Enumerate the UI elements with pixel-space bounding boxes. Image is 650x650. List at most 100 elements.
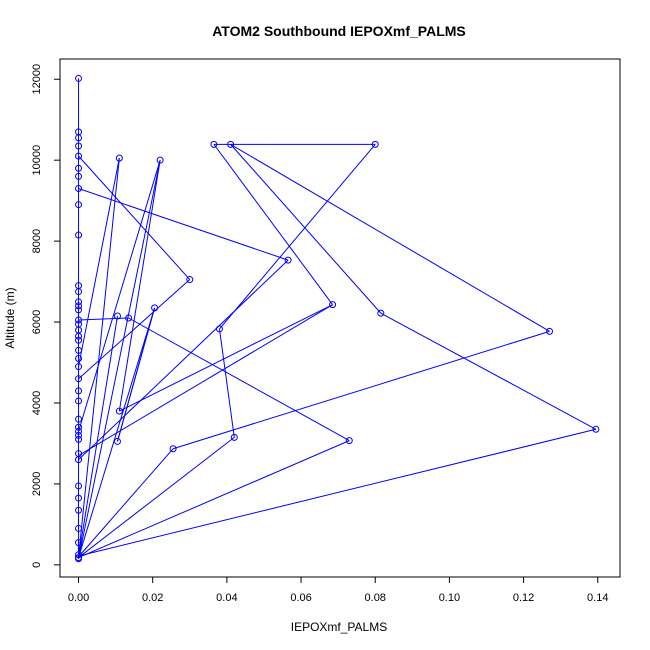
data-point — [75, 387, 83, 395]
data-point — [75, 302, 83, 310]
data-point — [75, 185, 83, 192]
data-point — [75, 555, 83, 563]
data-point — [75, 427, 83, 435]
data-point — [75, 551, 83, 559]
series-line-segment — [78, 158, 120, 367]
data-point — [75, 482, 83, 490]
data-point — [75, 539, 83, 547]
y-tick-label: 0 — [31, 562, 43, 568]
y-tick-label: 8000 — [31, 229, 43, 253]
data-point — [75, 397, 83, 405]
series-lines — [78, 78, 597, 559]
data-point — [169, 445, 177, 453]
series-line-segment — [219, 144, 376, 330]
data-point — [75, 431, 83, 439]
data-point — [125, 314, 133, 322]
data-point — [592, 425, 600, 433]
x-tick-label: 0.12 — [513, 592, 534, 604]
data-point — [113, 437, 121, 445]
data-point — [75, 134, 83, 142]
data-point — [371, 140, 379, 148]
x-tick-label: 0.08 — [365, 592, 386, 604]
data-point — [75, 435, 83, 443]
series-line-segment — [78, 160, 161, 559]
series-line-segment — [119, 304, 333, 412]
series-line-segment — [78, 155, 191, 280]
series-line-segment — [118, 160, 161, 412]
series-line-segment — [230, 144, 382, 314]
x-tick-label: 0.10 — [439, 592, 460, 604]
chart-title: ATOM2 Southbound IEPOXmf_PALMS — [212, 23, 466, 39]
data-point — [75, 74, 83, 82]
data-point — [284, 256, 292, 264]
y-tick-label: 10000 — [31, 145, 43, 176]
series-points — [75, 74, 600, 563]
data-point — [75, 332, 83, 340]
data-point — [156, 156, 164, 164]
data-point — [115, 154, 123, 162]
data-point — [75, 354, 83, 362]
y-tick-label: 4000 — [31, 391, 43, 415]
series-line-segment — [172, 330, 550, 450]
series-line-segment — [78, 279, 191, 380]
data-point — [75, 172, 83, 180]
series-line-segment — [78, 160, 161, 432]
data-point — [210, 140, 218, 148]
x-tick-label: 0.04 — [216, 592, 237, 604]
data-point — [75, 316, 83, 324]
series-line-segment — [218, 328, 235, 438]
series-line-segment — [230, 143, 550, 332]
y-axis: 0 2000 4000 6000 8000 10000 12000 — [31, 64, 61, 568]
data-point — [75, 456, 83, 464]
series-line-segment — [380, 312, 597, 430]
series-line-segment — [78, 436, 235, 558]
data-point — [75, 336, 83, 344]
data-point — [75, 164, 83, 172]
data-point — [75, 298, 83, 306]
data-point — [377, 309, 385, 317]
x-tick-label: 0.00 — [68, 592, 89, 604]
series-line-segment — [128, 317, 350, 442]
data-point — [227, 140, 235, 148]
x-axis-label: IEPOXmf_PALMS — [291, 620, 387, 634]
data-point — [215, 325, 223, 333]
data-point — [75, 346, 83, 354]
y-axis-label: Altitude (m) — [3, 287, 17, 348]
y-tick-label: 2000 — [31, 472, 43, 496]
series-line-segment — [78, 317, 129, 321]
data-point — [75, 152, 83, 160]
data-point — [75, 142, 83, 150]
data-point — [113, 312, 121, 320]
y-tick-label: 12000 — [31, 64, 43, 95]
x-tick-label: 0.06 — [290, 592, 311, 604]
data-point — [75, 415, 83, 423]
x-tick-label: 0.02 — [142, 592, 163, 604]
series-line-segment — [78, 448, 174, 558]
data-point — [75, 363, 83, 371]
series-line-segment — [78, 307, 156, 558]
x-axis: 0.00 0.02 0.04 0.06 0.08 0.10 0.12 0.14 — [68, 576, 608, 604]
y-tick-label: 6000 — [31, 310, 43, 334]
data-point — [75, 201, 83, 209]
series-line-segment — [78, 158, 120, 557]
x-tick-label: 0.14 — [587, 592, 608, 604]
data-point — [75, 506, 83, 514]
data-point — [230, 433, 238, 441]
data-point — [186, 276, 194, 284]
series-line-segment — [78, 315, 118, 557]
data-point — [546, 327, 554, 335]
series-line-segment — [78, 259, 289, 461]
data-point — [75, 375, 83, 383]
data-point — [75, 231, 83, 239]
series-line-segment — [117, 307, 156, 442]
series-line-segment — [78, 440, 350, 559]
data-point — [75, 524, 83, 532]
data-point — [75, 288, 83, 296]
data-point — [75, 494, 83, 502]
data-point — [151, 304, 159, 312]
series-line-segment — [78, 188, 289, 261]
data-point — [75, 423, 83, 431]
data-point — [329, 301, 337, 309]
data-point — [75, 306, 83, 314]
